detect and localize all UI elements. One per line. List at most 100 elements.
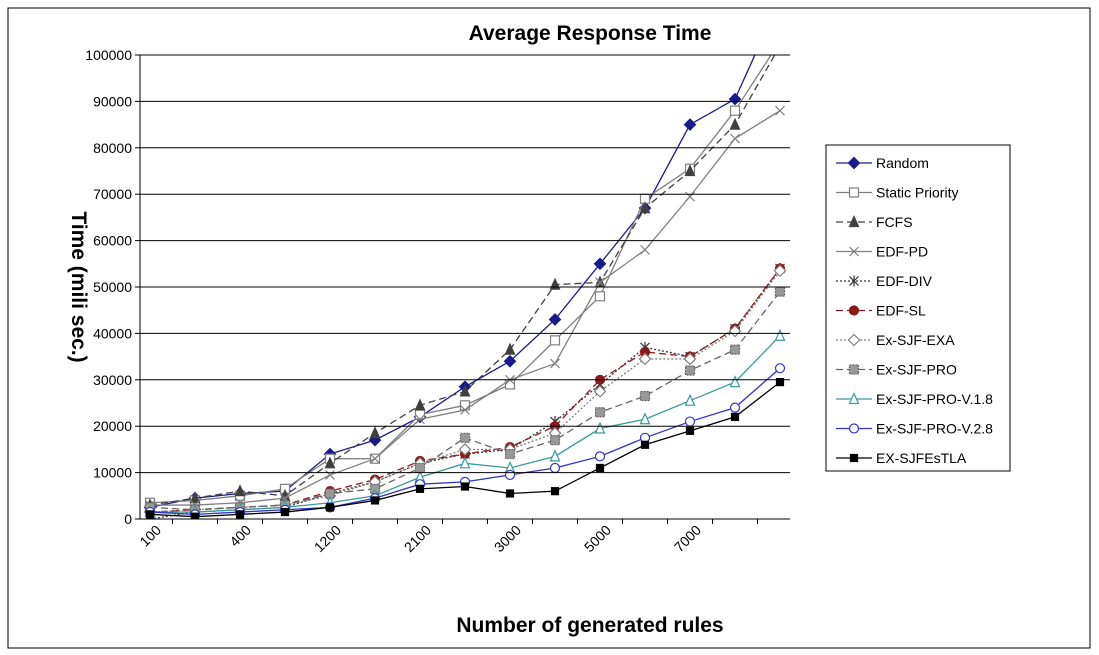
- plot: [143, 0, 787, 519]
- legend-label: Random: [876, 155, 929, 171]
- marker: [848, 364, 860, 375]
- marker: [849, 453, 859, 463]
- marker: [593, 385, 607, 398]
- marker: [729, 402, 741, 413]
- y-tick-label: 20000: [93, 418, 132, 434]
- marker: [550, 358, 560, 369]
- marker: [640, 244, 650, 255]
- marker: [640, 440, 650, 449]
- marker: [594, 407, 606, 418]
- marker: [458, 443, 472, 456]
- marker: [773, 264, 787, 278]
- marker: [730, 412, 740, 422]
- marker: [639, 201, 651, 214]
- y-axis-label: Time (mili sec.): [67, 211, 90, 362]
- marker: [190, 512, 200, 519]
- marker: [594, 451, 606, 462]
- marker: [684, 393, 696, 406]
- legend-label: EDF-PD: [876, 244, 928, 260]
- marker: [550, 487, 560, 496]
- marker: [325, 469, 335, 480]
- y-tick-label: 100000: [85, 47, 132, 63]
- marker: [324, 456, 336, 469]
- marker: [460, 405, 470, 415]
- marker: [639, 390, 651, 402]
- y-tick-label: 70000: [93, 186, 132, 202]
- marker: [280, 507, 290, 517]
- marker: [729, 105, 741, 116]
- marker: [595, 277, 605, 288]
- y-tick-label: 40000: [93, 325, 132, 341]
- marker: [189, 491, 201, 504]
- marker: [415, 484, 425, 493]
- marker: [685, 426, 695, 435]
- marker: [459, 384, 471, 397]
- marker: [775, 105, 785, 116]
- marker: [504, 448, 516, 460]
- marker: [683, 118, 697, 131]
- legend-label: FCFS: [876, 214, 913, 230]
- marker: [847, 156, 861, 170]
- marker: [370, 453, 380, 464]
- legend-label: Static Priority: [876, 185, 958, 201]
- marker: [234, 484, 246, 497]
- marker: [729, 117, 741, 130]
- marker: [503, 354, 517, 368]
- marker: [594, 421, 606, 434]
- marker: [847, 333, 861, 347]
- marker: [235, 510, 245, 519]
- marker: [684, 416, 696, 427]
- marker: [505, 489, 515, 498]
- y-tick-label: 90000: [93, 93, 132, 109]
- marker: [775, 378, 785, 387]
- legend-label: Ex-SJF-PRO-V.2.8: [876, 421, 993, 437]
- marker: [684, 164, 696, 177]
- marker: [849, 275, 859, 287]
- marker: [504, 469, 516, 481]
- legend-label: Ex-SJF-EXA: [876, 332, 955, 348]
- marker: [774, 328, 786, 341]
- marker: [848, 215, 860, 228]
- marker: [639, 412, 651, 425]
- legend-label: Ex-SJF-PRO: [876, 362, 957, 378]
- y-tick-label: 0: [124, 511, 132, 527]
- marker: [848, 423, 860, 434]
- marker: [369, 426, 381, 439]
- marker: [459, 456, 471, 469]
- legend-label: EDF-DIV: [876, 273, 933, 289]
- marker: [414, 409, 426, 420]
- marker: [414, 398, 426, 411]
- y-tick-label: 80000: [93, 140, 132, 156]
- y-tick-label: 10000: [93, 465, 132, 481]
- marker: [729, 375, 741, 388]
- marker: [638, 352, 652, 366]
- marker: [594, 291, 606, 302]
- chart-title: Average Response Time: [469, 22, 712, 45]
- marker: [848, 187, 860, 198]
- legend-label: Ex-SJF-PRO-V.1.8: [876, 391, 993, 407]
- marker: [549, 435, 561, 446]
- y-tick-label: 50000: [93, 279, 132, 295]
- marker: [325, 503, 335, 512]
- marker: [774, 286, 786, 297]
- marker: [415, 414, 425, 425]
- marker: [848, 305, 860, 316]
- marker: [849, 246, 859, 257]
- marker: [459, 432, 471, 443]
- marker: [848, 392, 860, 405]
- marker: [549, 462, 561, 474]
- marker: [595, 463, 605, 473]
- marker: [685, 191, 695, 202]
- marker: [460, 482, 470, 491]
- legend-label: EX-SJFEsTLA: [876, 450, 967, 466]
- marker: [504, 342, 516, 355]
- marker: [729, 344, 741, 355]
- legend-label: EDF-SL: [876, 303, 926, 319]
- marker: [684, 365, 696, 376]
- y-tick-label: 60000: [93, 233, 132, 249]
- marker: [730, 133, 740, 144]
- marker: [548, 313, 562, 326]
- marker: [775, 0, 786, 5]
- marker: [549, 335, 561, 346]
